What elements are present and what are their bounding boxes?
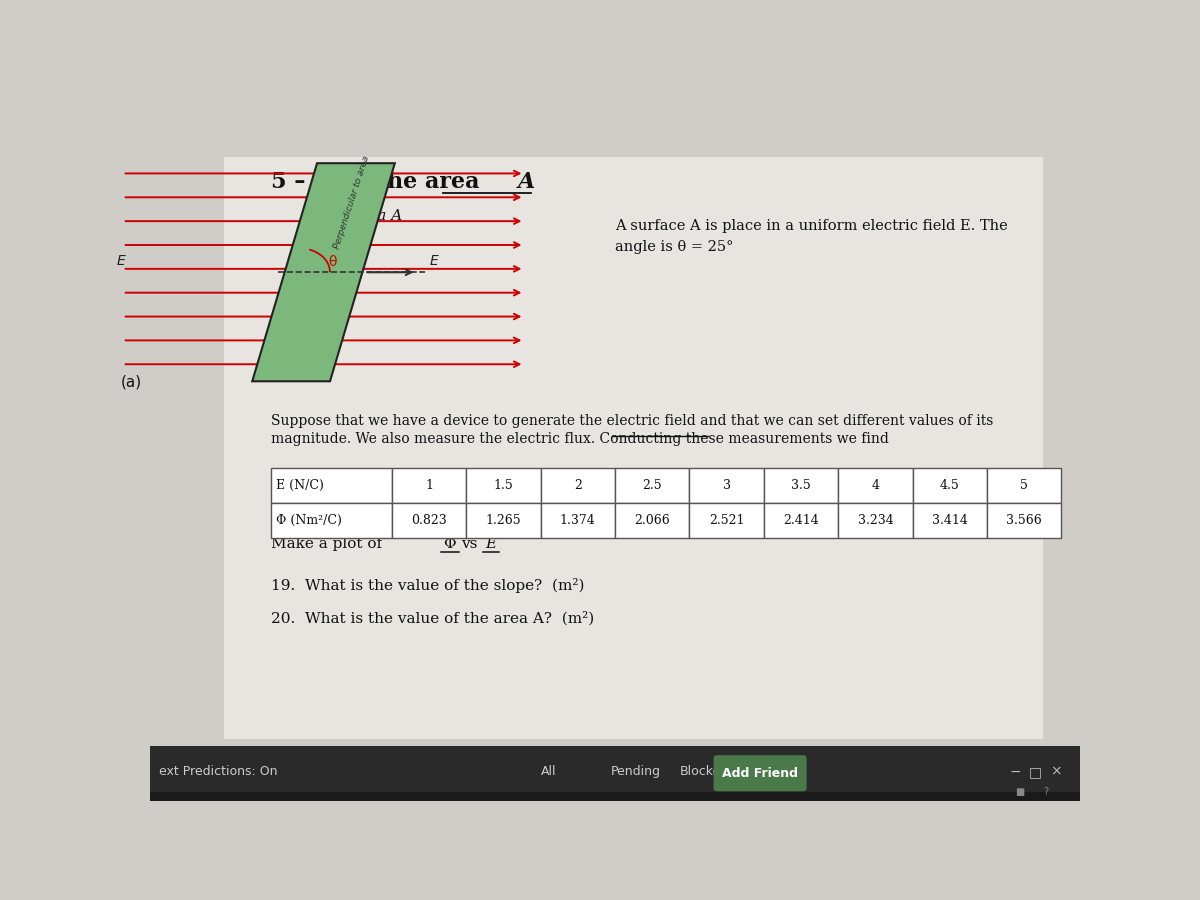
Text: 4.5: 4.5 xyxy=(940,479,960,492)
FancyBboxPatch shape xyxy=(467,468,541,503)
Text: 3.566: 3.566 xyxy=(1007,514,1042,526)
Point xyxy=(436,187,450,198)
Text: A: A xyxy=(517,171,535,193)
Point xyxy=(434,547,449,558)
Text: E: E xyxy=(430,255,438,268)
Point xyxy=(605,431,619,442)
Point xyxy=(475,547,490,558)
Text: Suppose that we have a device to generate the electric field and that we can set: Suppose that we have a device to generat… xyxy=(271,414,994,428)
Text: 4: 4 xyxy=(871,479,880,492)
Text: −: − xyxy=(1009,765,1021,778)
Text: 3: 3 xyxy=(722,479,731,492)
Text: 20.  What is the value of the area A?  (m²): 20. What is the value of the area A? (m²… xyxy=(271,611,594,625)
Text: 3.234: 3.234 xyxy=(858,514,893,526)
Text: Pending: Pending xyxy=(611,765,660,778)
FancyBboxPatch shape xyxy=(150,745,1080,801)
FancyBboxPatch shape xyxy=(541,503,616,537)
FancyBboxPatch shape xyxy=(912,503,986,537)
Text: 2.5: 2.5 xyxy=(642,479,662,492)
Text: 3.5: 3.5 xyxy=(791,479,811,492)
Text: 2.521: 2.521 xyxy=(709,514,744,526)
FancyBboxPatch shape xyxy=(838,468,912,503)
FancyBboxPatch shape xyxy=(714,755,806,791)
Text: magnitude. We also measure the electric flux. Conducting these measurements we f: magnitude. We also measure the electric … xyxy=(271,432,889,446)
Text: ×: × xyxy=(1050,765,1062,778)
Text: 1.265: 1.265 xyxy=(486,514,521,526)
Text: 5 – Find the area: 5 – Find the area xyxy=(271,171,487,193)
Text: 19.  What is the value of the slope?  (m²): 19. What is the value of the slope? (m²) xyxy=(271,578,584,592)
FancyBboxPatch shape xyxy=(763,468,838,503)
Point xyxy=(492,547,506,558)
FancyBboxPatch shape xyxy=(391,503,467,537)
Text: 3.414: 3.414 xyxy=(932,514,967,526)
Text: ext Predictions: On: ext Predictions: On xyxy=(160,765,278,778)
Text: E (N/C): E (N/C) xyxy=(276,479,324,492)
Text: angle is θ = 25°: angle is θ = 25° xyxy=(616,239,733,254)
FancyBboxPatch shape xyxy=(763,503,838,537)
Text: (a): (a) xyxy=(120,374,142,390)
Text: E: E xyxy=(485,537,496,551)
FancyBboxPatch shape xyxy=(986,468,1061,503)
FancyBboxPatch shape xyxy=(616,468,689,503)
FancyBboxPatch shape xyxy=(912,468,986,503)
Text: 1.5: 1.5 xyxy=(493,479,514,492)
Text: Blocked: Blocked xyxy=(680,765,730,778)
Text: 2: 2 xyxy=(574,479,582,492)
FancyBboxPatch shape xyxy=(616,503,689,537)
FancyBboxPatch shape xyxy=(689,468,763,503)
Text: θ: θ xyxy=(328,255,336,269)
Text: Perpendicular to area: Perpendicular to area xyxy=(332,155,371,250)
Text: ?: ? xyxy=(1043,787,1048,796)
Text: Add Friend: Add Friend xyxy=(722,767,798,779)
Polygon shape xyxy=(252,163,395,382)
Text: Φ: Φ xyxy=(443,537,456,551)
Point xyxy=(524,187,539,198)
FancyBboxPatch shape xyxy=(689,503,763,537)
Text: 1.374: 1.374 xyxy=(560,514,595,526)
Text: 2.066: 2.066 xyxy=(635,514,670,526)
Text: 1: 1 xyxy=(425,479,433,492)
FancyBboxPatch shape xyxy=(391,468,467,503)
FancyBboxPatch shape xyxy=(271,468,391,503)
FancyBboxPatch shape xyxy=(986,503,1061,537)
Text: ■: ■ xyxy=(1015,787,1024,796)
Text: 0.823: 0.823 xyxy=(412,514,446,526)
Text: 5: 5 xyxy=(1020,479,1028,492)
Text: 2.414: 2.414 xyxy=(784,514,818,526)
FancyBboxPatch shape xyxy=(224,157,1043,739)
Text: E: E xyxy=(116,255,125,268)
Text: A surface A is place in a uniform electric field E. The: A surface A is place in a uniform electr… xyxy=(616,219,1008,233)
FancyBboxPatch shape xyxy=(150,792,1080,801)
Text: Make a plot of: Make a plot of xyxy=(271,537,386,551)
Text: Φ (Nm²/C): Φ (Nm²/C) xyxy=(276,514,342,526)
Text: vs: vs xyxy=(461,537,487,551)
FancyBboxPatch shape xyxy=(271,503,391,537)
FancyBboxPatch shape xyxy=(467,503,541,537)
Text: Area A: Area A xyxy=(350,210,402,223)
Point xyxy=(701,431,715,442)
Text: □: □ xyxy=(1028,765,1042,778)
FancyBboxPatch shape xyxy=(541,468,616,503)
Text: All: All xyxy=(540,765,556,778)
FancyBboxPatch shape xyxy=(838,503,912,537)
Point xyxy=(451,547,466,558)
